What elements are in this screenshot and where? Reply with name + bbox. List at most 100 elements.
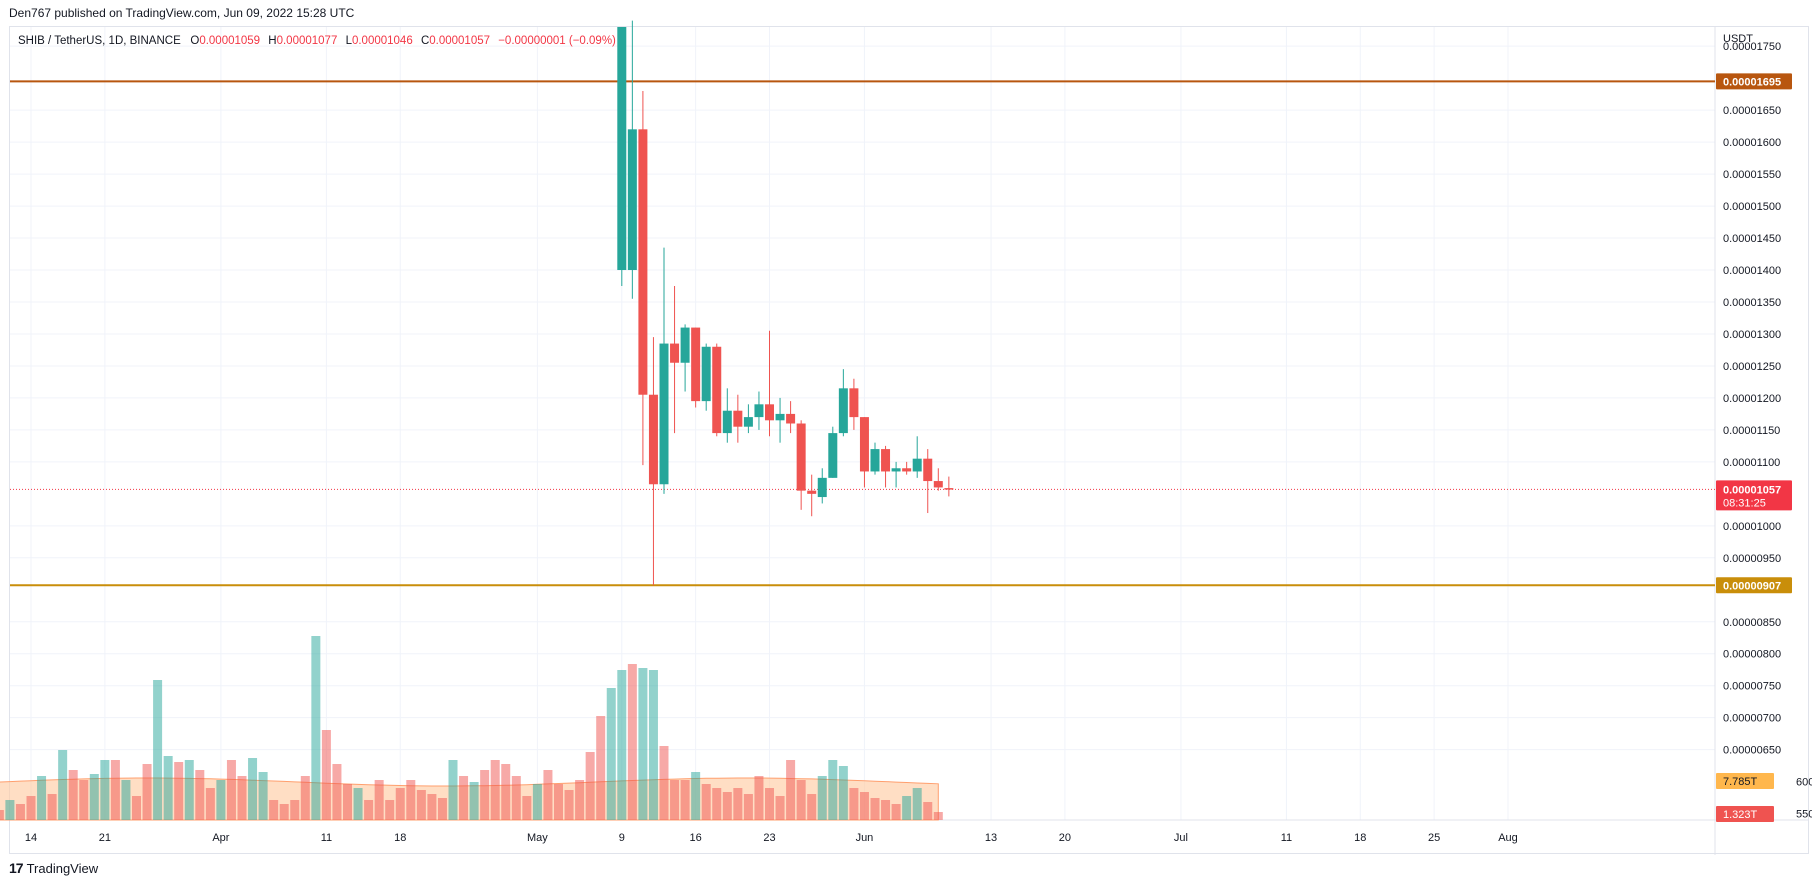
candle-body[interactable] [881, 449, 891, 472]
volume-bar[interactable] [279, 804, 289, 820]
candle-body[interactable] [638, 129, 648, 395]
volume-bar[interactable] [37, 776, 47, 820]
volume-bar[interactable] [912, 788, 922, 820]
volume-bar[interactable] [596, 716, 606, 820]
volume-bar[interactable] [216, 780, 226, 820]
volume-bar[interactable] [796, 780, 806, 820]
volume-bar[interactable] [321, 730, 331, 820]
candle-body[interactable] [838, 388, 848, 434]
volume-bar[interactable] [237, 776, 247, 820]
volume-bar[interactable] [269, 800, 279, 820]
volume-bar[interactable] [828, 760, 838, 820]
volume-bar[interactable] [343, 784, 352, 820]
volume-bar[interactable] [205, 788, 215, 820]
volume-bar[interactable] [786, 760, 796, 820]
candle-body[interactable] [796, 423, 806, 491]
volume-bar[interactable] [838, 766, 848, 820]
volume-bar[interactable] [0, 810, 4, 820]
volume-bar[interactable] [648, 670, 658, 820]
candle-body[interactable] [817, 477, 827, 498]
volume-bar[interactable] [226, 760, 236, 820]
volume-bar[interactable] [68, 770, 78, 820]
volume-bar[interactable] [110, 760, 120, 820]
volume-bar[interactable] [58, 750, 68, 820]
volume-bar[interactable] [733, 788, 743, 820]
candle-body[interactable] [859, 417, 869, 472]
candle-body[interactable] [627, 129, 637, 271]
volume-bar[interactable] [817, 776, 827, 820]
candle-body[interactable] [870, 449, 880, 472]
volume-bar[interactable] [849, 788, 859, 820]
volume-bar[interactable] [712, 788, 722, 820]
candle-body[interactable] [733, 410, 743, 427]
volume-bar[interactable] [290, 800, 300, 820]
volume-bar[interactable] [427, 794, 437, 820]
volume-bar[interactable] [691, 772, 701, 820]
volume-bar[interactable] [933, 812, 943, 820]
candle-body[interactable] [891, 468, 901, 472]
volume-bar[interactable] [532, 784, 542, 820]
volume-bar[interactable] [564, 790, 574, 820]
candle-body[interactable] [680, 327, 690, 363]
volume-bar[interactable] [416, 790, 426, 820]
volume-bar[interactable] [142, 764, 152, 820]
candle-body[interactable] [765, 404, 774, 421]
candle-body[interactable] [944, 488, 954, 490]
volume-bar[interactable] [670, 780, 680, 820]
candle-body[interactable] [691, 327, 701, 402]
volume-bar[interactable] [395, 788, 405, 820]
candle-body[interactable] [923, 458, 933, 482]
volume-bar[interactable] [448, 760, 458, 820]
candle-body[interactable] [828, 433, 838, 478]
volume-bar[interactable] [575, 780, 585, 820]
volume-bar[interactable] [385, 800, 395, 820]
volume-bar[interactable] [332, 764, 342, 820]
volume-bar[interactable] [311, 636, 321, 820]
volume-bar[interactable] [163, 756, 173, 820]
volume-bar[interactable] [490, 760, 500, 820]
candle-body[interactable] [902, 468, 912, 472]
volume-bar[interactable] [585, 752, 595, 820]
candle-body[interactable] [754, 404, 764, 418]
volume-bar[interactable] [659, 746, 669, 820]
volume-bar[interactable] [406, 780, 416, 820]
candle-body[interactable] [670, 343, 680, 363]
volume-bar[interactable] [374, 780, 384, 820]
candle-body[interactable] [807, 490, 817, 494]
candle-body[interactable] [933, 481, 943, 488]
volume-bar[interactable] [722, 792, 732, 820]
volume-bar[interactable] [121, 780, 131, 820]
volume-bar[interactable] [501, 764, 511, 820]
volume-bar[interactable] [353, 788, 363, 820]
volume-bar[interactable] [859, 792, 869, 820]
volume-bar[interactable] [617, 670, 627, 820]
candle-body[interactable] [659, 343, 669, 485]
volume-bar[interactable] [153, 680, 163, 820]
volume-bar[interactable] [891, 804, 901, 820]
candle-body[interactable] [648, 394, 658, 485]
volume-bar[interactable] [26, 796, 36, 820]
volume-bar[interactable] [195, 770, 205, 820]
volume-bar[interactable] [258, 772, 268, 820]
candle-body[interactable] [722, 410, 732, 434]
volume-bar[interactable] [627, 664, 637, 820]
candle-body[interactable] [712, 346, 722, 434]
volume-bar[interactable] [606, 688, 616, 820]
volume-bar[interactable] [300, 776, 310, 820]
volume-bar[interactable] [100, 760, 110, 820]
volume-bar[interactable] [79, 780, 89, 820]
volume-bar[interactable] [5, 800, 15, 820]
candle-body[interactable] [912, 458, 922, 472]
volume-bar[interactable] [480, 770, 490, 820]
footer-brand[interactable]: 17 TradingView [9, 860, 98, 876]
volume-bar[interactable] [174, 762, 184, 820]
volume-bar[interactable] [89, 774, 99, 820]
volume-bar[interactable] [775, 796, 785, 820]
candle-body[interactable] [617, 27, 627, 271]
volume-bar[interactable] [522, 796, 532, 820]
candle-body[interactable] [775, 413, 785, 421]
volume-bar[interactable] [364, 800, 374, 820]
volume-bar[interactable] [437, 798, 447, 820]
volume-bar[interactable] [680, 780, 690, 820]
